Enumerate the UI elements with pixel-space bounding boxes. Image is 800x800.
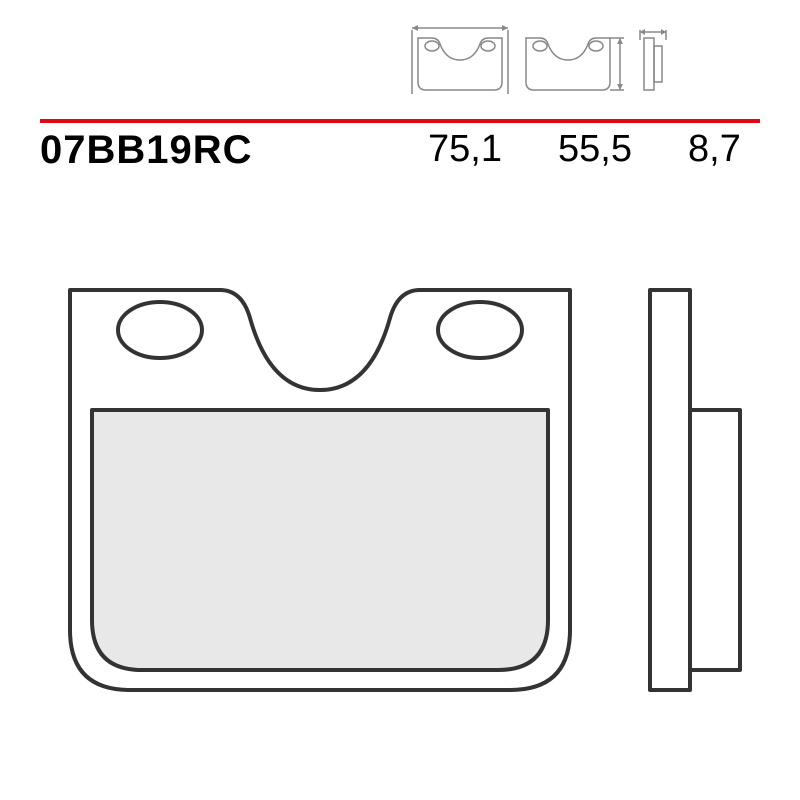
diagram-container: 07BB19RC 75,1 55,5 8,7 xyxy=(0,0,800,800)
brake-pad-front-view xyxy=(40,260,600,740)
schematic-icons-row xyxy=(410,20,686,98)
technical-drawings xyxy=(40,260,760,760)
brake-pad-side-view xyxy=(640,260,760,740)
dimension-height: 55,5 xyxy=(558,128,632,171)
dimension-thickness: 8,7 xyxy=(688,128,741,171)
schematic-height-icon xyxy=(518,20,628,98)
schematic-width-icon xyxy=(410,20,510,98)
dimension-width: 75,1 xyxy=(428,128,502,171)
schematic-thickness-icon xyxy=(636,20,686,98)
part-number-label: 07BB19RC xyxy=(40,128,253,173)
accent-separator xyxy=(40,110,760,114)
